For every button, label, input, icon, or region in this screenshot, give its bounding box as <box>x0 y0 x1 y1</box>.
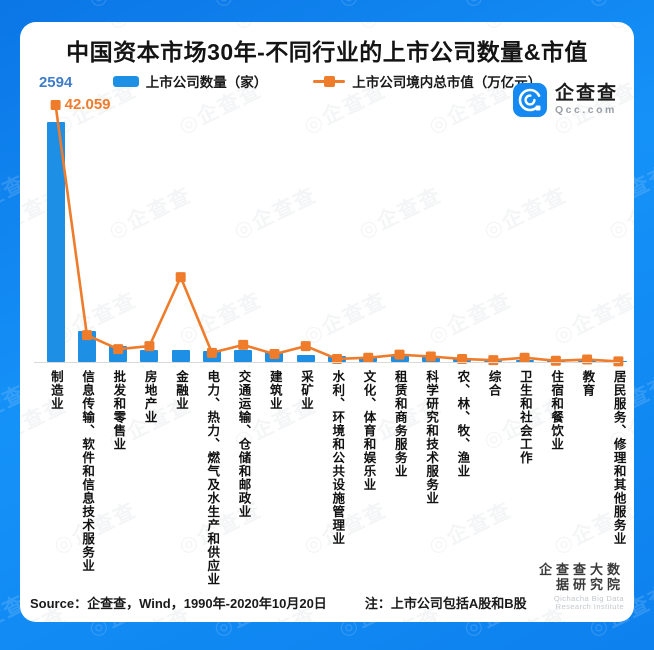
note-text: 注：上市公司包括A股和B股 <box>364 596 527 611</box>
category-label-text: 教育 <box>580 370 595 397</box>
category-label-text: 综合 <box>486 370 501 397</box>
line-marker <box>50 100 61 110</box>
category-label: 制造业 <box>40 370 71 592</box>
line-marker <box>144 341 155 352</box>
source-text: Source：企查查，Wind，1990年-2020年10月20日 <box>30 596 327 611</box>
bar-value-label: 2594 <box>38 74 73 91</box>
category-axis-labels: 制造业 信息传输、软件和信息技术服务业 批发和零售业 房地产业 金融业 电力、热力、燃气及… <box>40 370 634 592</box>
line-marker <box>269 349 280 360</box>
bar-series-swatch-icon <box>112 75 139 87</box>
watermark: ◎企查查 <box>583 0 654 13</box>
category-label: 综合 <box>478 370 509 592</box>
line-swatch-marker <box>324 75 336 87</box>
legend-label-market-cap: 上市公司境内总市值（万亿元） <box>352 75 542 90</box>
qcc-logo: 企查查 Qcc.com <box>512 82 618 118</box>
line-marker <box>81 330 92 341</box>
line-marker <box>113 344 124 355</box>
watermark: ◎企查查 <box>0 0 51 13</box>
line-marker <box>175 272 186 283</box>
line-marker <box>519 352 530 363</box>
line-marker <box>488 355 499 366</box>
category-label: 文化、体育和娱乐业 <box>353 370 384 592</box>
category-label: 教育 <box>572 370 603 592</box>
line-marker <box>425 351 436 362</box>
watermark: ◎企查查 <box>458 0 551 13</box>
watermark: ◎企查查 <box>208 0 301 13</box>
qcc-logo-domain: Qcc.com <box>554 104 617 117</box>
category-label-text: 文化、体育和娱乐业 <box>361 370 376 492</box>
line-marker <box>238 339 249 350</box>
category-label: 电力、热力、燃气及水生产和供应业 <box>196 370 227 592</box>
line-marker <box>206 347 217 358</box>
category-label: 卫生和社会工作 <box>509 370 540 592</box>
category-label: 房地产业 <box>134 370 165 592</box>
line-marker <box>613 356 624 367</box>
category-label: 交通运输、仓储和邮政业 <box>228 370 259 592</box>
line-marker <box>363 352 374 363</box>
bar <box>296 354 315 362</box>
qcc-logo-icon <box>512 83 547 117</box>
category-label: 水利、环境和公共设施管理业 <box>321 370 352 592</box>
category-label: 建筑业 <box>259 370 290 592</box>
qcc-logo-name: 企查查 <box>554 82 618 104</box>
line-value-label: 42.059 <box>64 96 111 113</box>
category-label-text: 居民服务、修理和其他服务业 <box>611 370 626 546</box>
category-label-text: 制造业 <box>48 370 63 411</box>
category-label: 居民服务、修理和其他服务业 <box>603 370 634 592</box>
chart-title: 中国资本市场30年-不同行业的上市公司数量&市值 <box>66 39 588 65</box>
category-label: 信息传输、软件和信息技术服务业 <box>71 370 102 592</box>
category-label-text: 交通运输、仓储和邮政业 <box>236 370 251 519</box>
category-label-text: 批发和零售业 <box>111 370 126 451</box>
org-block: 企查查大数据研究院 Qichacha Big Data Research Ins… <box>527 561 624 612</box>
category-label-text: 租赁和商务服务业 <box>392 370 407 478</box>
category-label-text: 信息传输、软件和信息技术服务业 <box>80 370 95 573</box>
x-axis-line <box>34 362 620 363</box>
chart-card: ◎企查查 ◎企查查 ◎企查查 ◎企查查 ◎企查查 ◎企查查 ◎企查查 ◎企查查 ◎企查查 ◎企查查… <box>20 22 634 622</box>
line-marker <box>457 353 468 364</box>
category-label-text: 电力、热力、燃气及水生产和供应业 <box>205 370 220 586</box>
bar <box>171 350 190 362</box>
bar <box>46 122 65 362</box>
org-name: 企查查大数据研究院 <box>538 561 624 592</box>
line-marker <box>582 354 593 365</box>
legend-label-company-count: 上市公司数量（家） <box>145 75 268 90</box>
org-name-en: Qichacha Big Data Research Institute <box>553 593 624 612</box>
category-label-text: 建筑业 <box>267 370 282 411</box>
market-cap-line <box>54 104 619 363</box>
legend: 上市公司数量（家） 上市公司境内总市值（万亿元） <box>20 70 634 92</box>
category-label: 住宿和餐饮业 <box>540 370 571 592</box>
bar <box>140 349 159 362</box>
category-label-text: 采矿业 <box>299 370 313 411</box>
line-series-swatch-icon <box>313 75 346 87</box>
line-marker <box>300 341 311 352</box>
market-cap-line-series <box>50 100 624 367</box>
bar <box>234 350 253 362</box>
category-label-text: 卫生和社会工作 <box>517 370 532 465</box>
watermark: ◎企查查 <box>83 0 176 13</box>
category-label: 科学研究和技术服务业 <box>415 370 446 592</box>
line-marker <box>332 353 342 364</box>
watermark: ◎企查查 <box>333 0 426 13</box>
legend-item-company-count: 上市公司数量（家） <box>112 71 268 91</box>
line-marker <box>394 349 405 360</box>
legend-item-market-cap: 上市公司境内总市值（万亿元） <box>313 71 541 91</box>
line-marker <box>550 355 561 366</box>
category-label-text: 房地产业 <box>142 370 157 424</box>
category-label: 采矿业 <box>290 370 321 592</box>
category-label-text: 农、林、牧、渔业 <box>455 370 470 478</box>
category-label: 农、林、牧、渔业 <box>446 370 477 592</box>
category-label: 租赁和商务服务业 <box>384 370 415 592</box>
category-label: 批发和零售业 <box>103 370 134 592</box>
chart-plot-area: 2594 42.059 <box>39 74 634 367</box>
category-label-text: 科学研究和技术服务业 <box>424 370 439 505</box>
category-label: 金融业 <box>165 370 196 592</box>
category-label-text: 金融业 <box>173 370 188 411</box>
footer: Source：企查查，Wind，1990年-2020年10月20日 注：上市公司… <box>30 561 624 612</box>
category-label-text: 住宿和餐饮业 <box>549 370 564 451</box>
category-label-text: 水利、环境和公共设施管理业 <box>330 370 345 546</box>
qcc-logo-text: 企查查 Qcc.com <box>554 82 618 117</box>
